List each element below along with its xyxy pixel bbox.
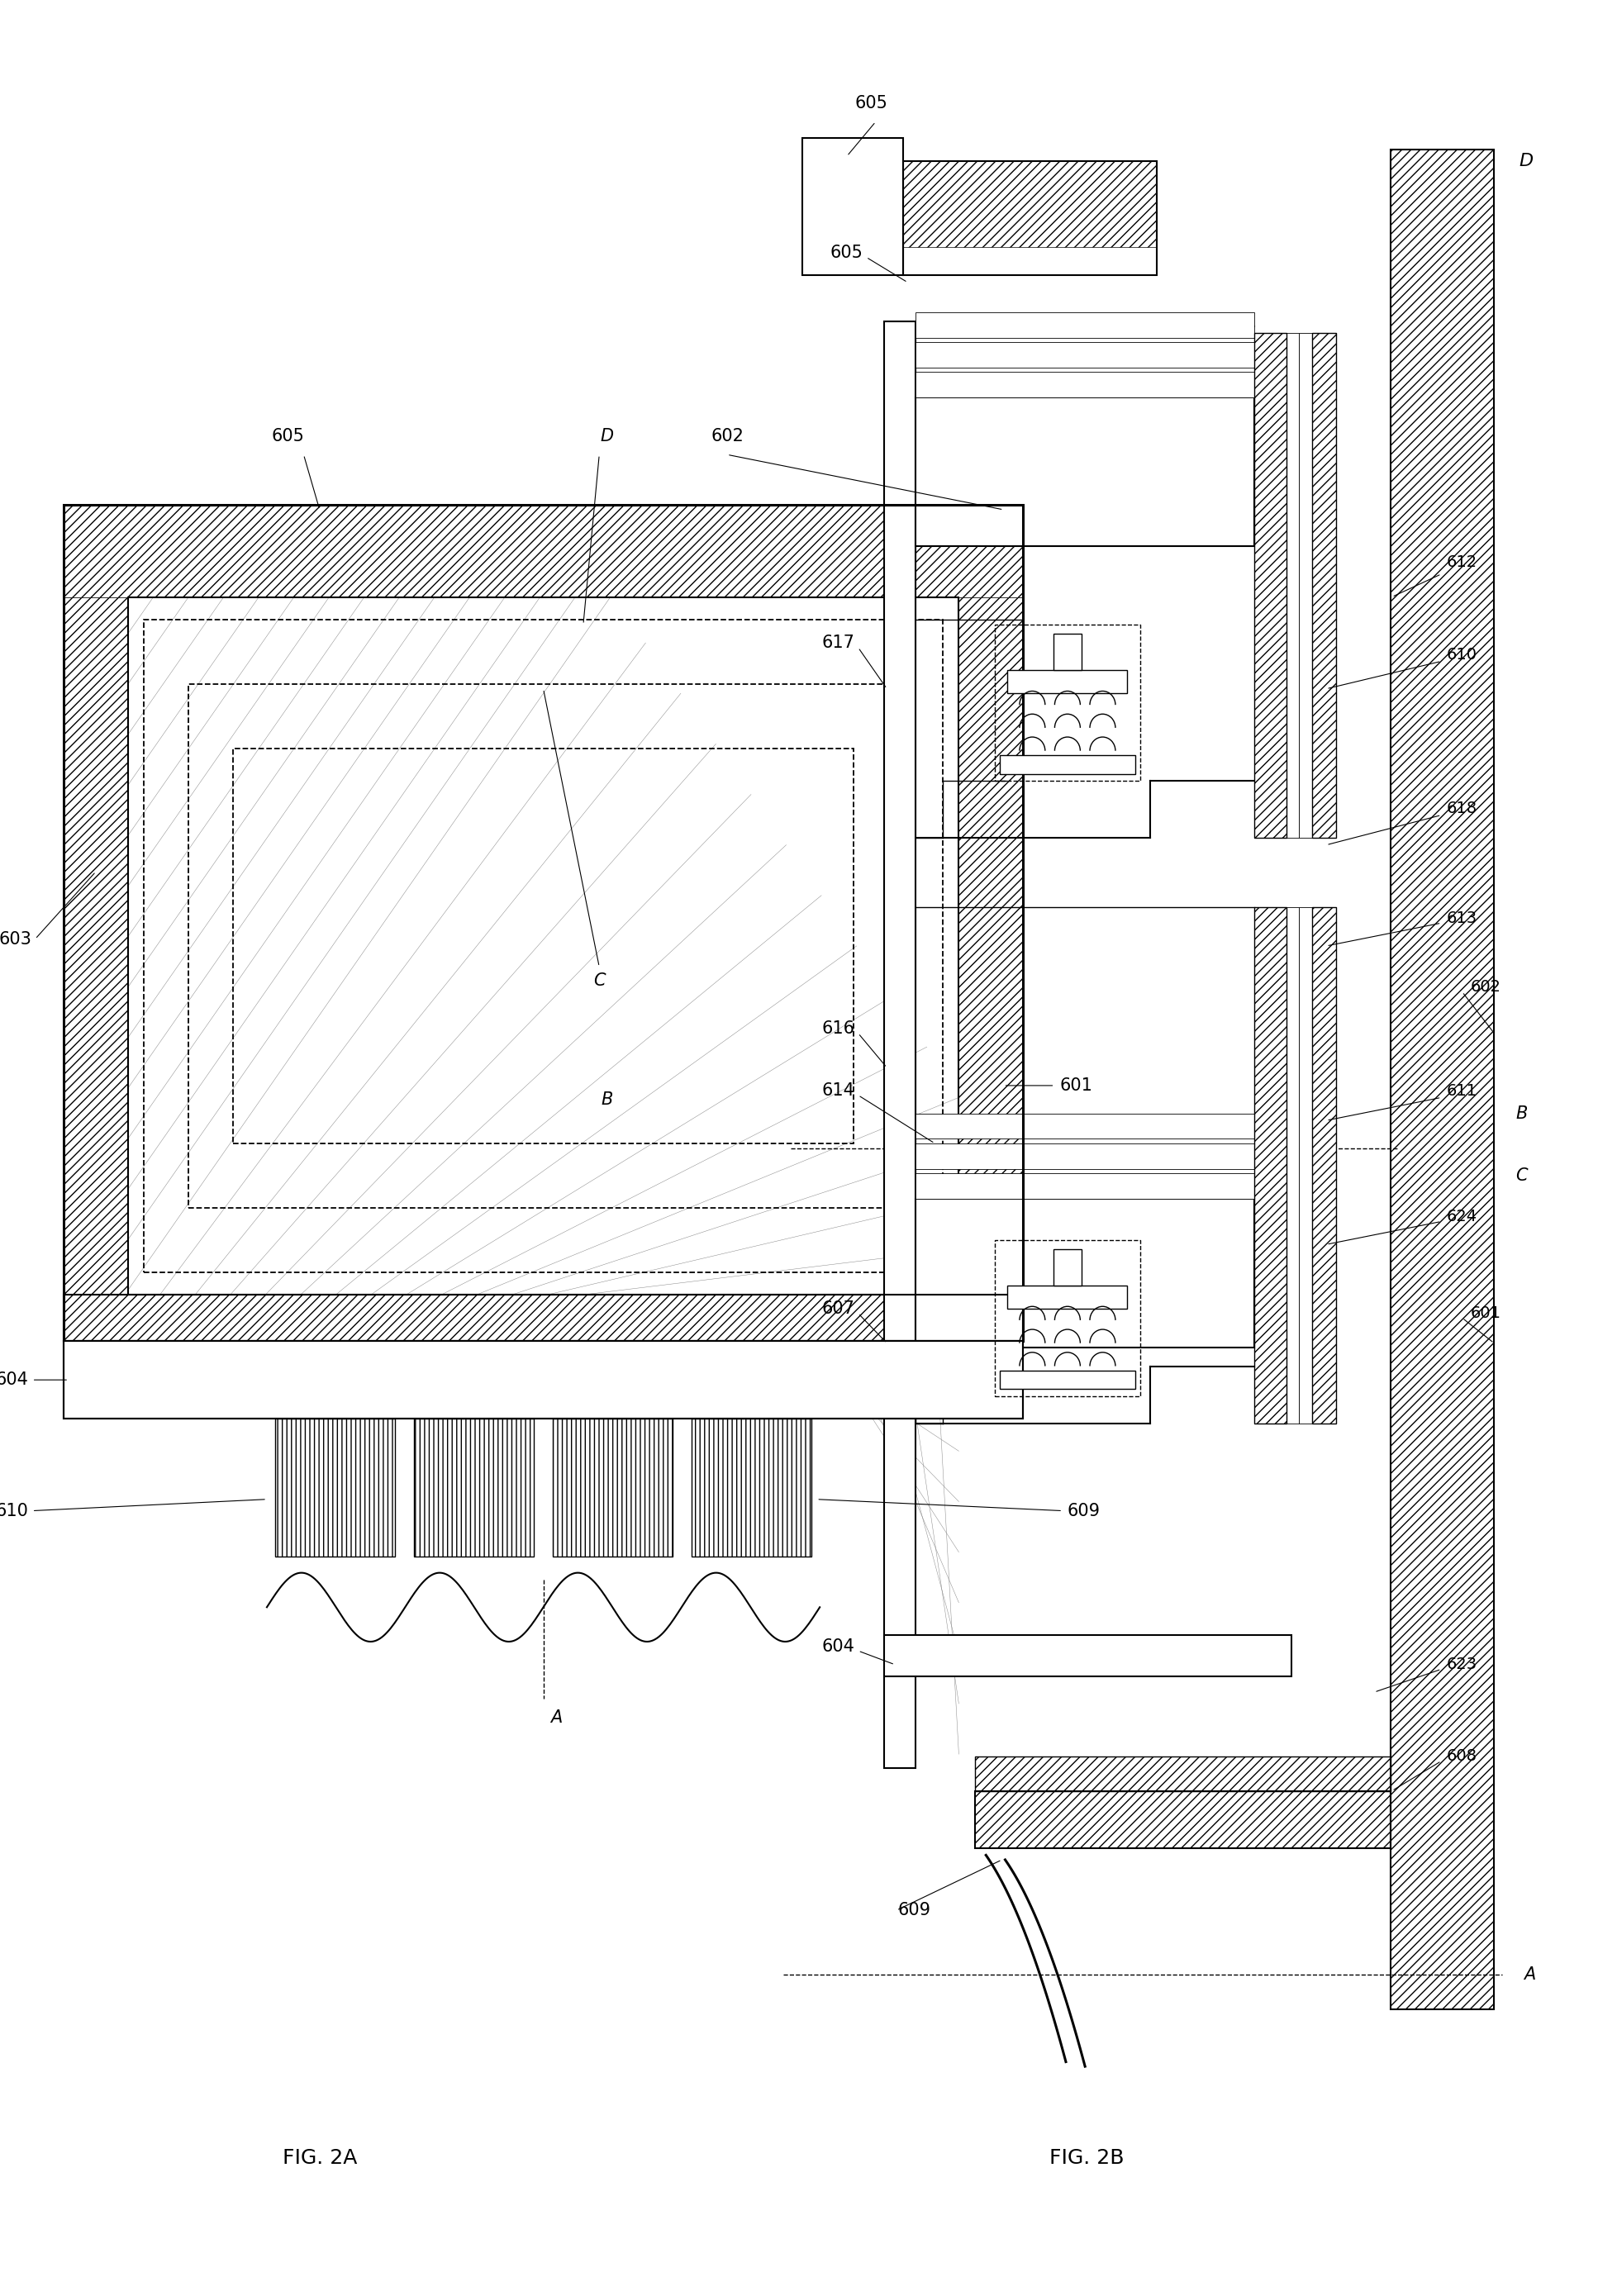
Bar: [553, 1419, 673, 1557]
Bar: [952, 1341, 1023, 1419]
Text: 604: 604: [821, 1637, 855, 1655]
Text: 624: 624: [1446, 1210, 1477, 1224]
Text: 605: 605: [829, 243, 863, 262]
Bar: [802, 138, 903, 276]
Bar: [275, 1419, 395, 1557]
Bar: [1390, 149, 1494, 2009]
Bar: [975, 1756, 1390, 1791]
Bar: [64, 1341, 1023, 1419]
Text: FIG. 2B: FIG. 2B: [1050, 2149, 1123, 2167]
Text: 605: 605: [855, 94, 887, 113]
Bar: [1000, 1371, 1135, 1389]
Bar: [64, 1295, 1023, 1341]
Bar: [916, 372, 1254, 397]
Bar: [233, 748, 853, 1143]
Text: D: D: [1520, 152, 1532, 170]
Bar: [916, 1173, 1254, 1199]
Bar: [64, 1341, 1023, 1419]
Bar: [64, 505, 1023, 597]
Bar: [1254, 333, 1286, 838]
Bar: [1254, 907, 1286, 1424]
Text: 616: 616: [821, 1019, 855, 1038]
Bar: [916, 397, 1254, 546]
Bar: [884, 321, 916, 1768]
Bar: [903, 161, 1157, 248]
Text: 611: 611: [1446, 1084, 1477, 1097]
Bar: [1000, 755, 1135, 774]
Text: 610: 610: [0, 1502, 29, 1520]
Bar: [1286, 907, 1299, 1424]
Bar: [884, 1635, 1291, 1676]
Bar: [692, 1419, 812, 1557]
Bar: [996, 1240, 1141, 1396]
Text: FIG. 2A: FIG. 2A: [283, 2149, 356, 2167]
Bar: [1286, 333, 1299, 838]
Bar: [1299, 333, 1312, 838]
Text: 614: 614: [821, 1081, 855, 1100]
Text: 608: 608: [1446, 1750, 1477, 1763]
Bar: [1008, 670, 1128, 693]
Bar: [1008, 1286, 1128, 1309]
Bar: [996, 625, 1141, 781]
Bar: [1254, 907, 1286, 1424]
Bar: [975, 1756, 1390, 1791]
Text: 604: 604: [0, 1371, 29, 1389]
Bar: [1312, 333, 1336, 838]
Bar: [959, 597, 1023, 1341]
Text: C: C: [593, 974, 606, 990]
Text: 602: 602: [711, 427, 743, 445]
Bar: [916, 312, 1254, 338]
Bar: [64, 597, 128, 1341]
Text: 610: 610: [1446, 647, 1477, 661]
Text: 605: 605: [272, 427, 304, 445]
Text: 618: 618: [1446, 801, 1477, 815]
Bar: [414, 1419, 534, 1557]
Bar: [916, 1143, 1254, 1169]
Bar: [1312, 907, 1336, 1424]
Bar: [144, 620, 943, 1272]
Bar: [916, 1114, 1254, 1139]
Text: B: B: [1515, 1104, 1528, 1123]
Bar: [189, 684, 898, 1208]
Bar: [1254, 333, 1286, 838]
Text: A: A: [550, 1708, 562, 1727]
Bar: [975, 1791, 1390, 1848]
Text: 613: 613: [1446, 912, 1477, 925]
Bar: [916, 342, 1254, 367]
Bar: [903, 161, 1157, 276]
Text: D: D: [601, 427, 614, 445]
Text: 609: 609: [898, 1901, 932, 1919]
Bar: [1299, 907, 1312, 1424]
Text: 617: 617: [821, 634, 855, 652]
Bar: [1053, 1249, 1082, 1286]
Text: 609: 609: [1067, 1502, 1101, 1520]
Text: 607: 607: [821, 1300, 855, 1318]
Bar: [1053, 634, 1082, 670]
Bar: [553, 1419, 673, 1557]
Text: 612: 612: [1446, 556, 1477, 569]
Bar: [1390, 149, 1494, 2009]
Bar: [975, 1791, 1390, 1848]
Bar: [1312, 333, 1336, 838]
Text: B: B: [601, 1091, 614, 1107]
Bar: [128, 597, 959, 1295]
Bar: [64, 1295, 1023, 1341]
Text: 623: 623: [1446, 1658, 1477, 1671]
Text: 601: 601: [1059, 1077, 1093, 1093]
Bar: [916, 1199, 1254, 1348]
Text: A: A: [1523, 1965, 1536, 1984]
Bar: [692, 1419, 812, 1557]
Bar: [1312, 907, 1336, 1424]
Text: 602: 602: [1470, 980, 1501, 994]
Text: 601: 601: [1470, 1306, 1501, 1320]
Bar: [414, 1419, 534, 1557]
Bar: [275, 1419, 395, 1557]
Text: 603: 603: [0, 930, 32, 948]
Text: C: C: [1515, 1166, 1528, 1185]
Bar: [64, 505, 1023, 1341]
Bar: [64, 1341, 134, 1419]
